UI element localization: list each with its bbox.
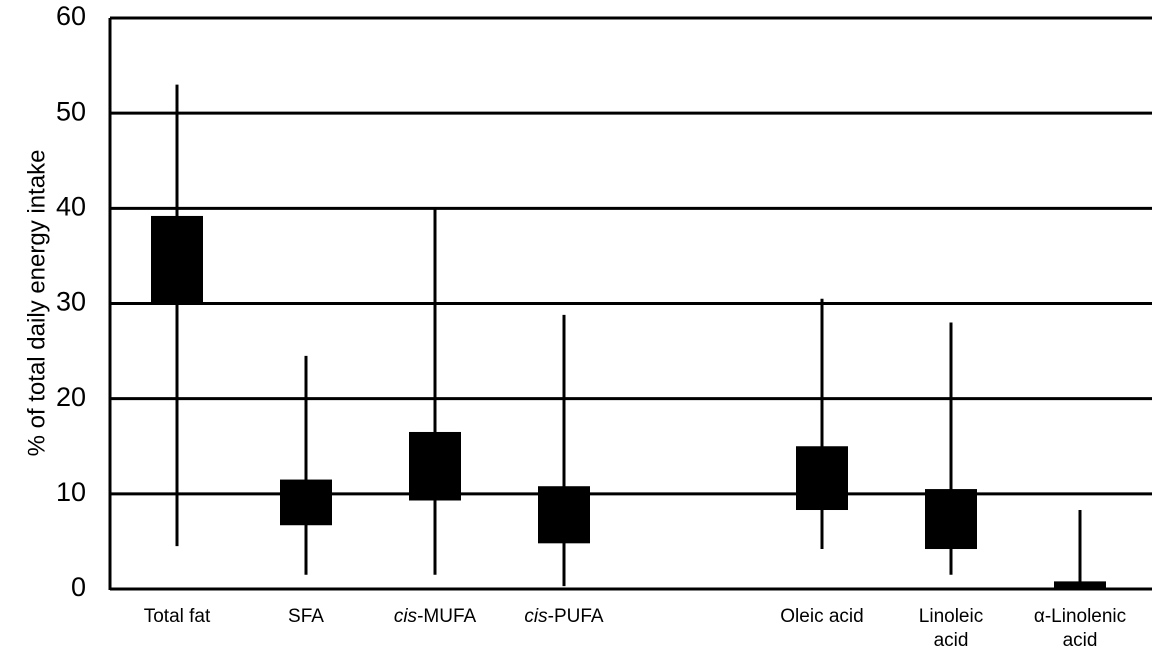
y-tick-label: 60 — [56, 1, 86, 31]
y-axis-label: % of total daily energy intake — [23, 150, 50, 457]
y-tick-label: 40 — [56, 191, 86, 221]
y-tick-label: 20 — [56, 382, 86, 412]
y-tick-label: 0 — [71, 572, 86, 602]
category-labels: Total fat SFA cis-MUFA cis-PUFA Oleic acid Li… — [144, 606, 1126, 651]
y-tick-label: 10 — [56, 477, 86, 507]
y-tick-labels: 0 10 20 30 40 50 60 — [56, 1, 86, 602]
category-label: Total fat — [144, 606, 211, 627]
box — [1054, 581, 1106, 589]
y-tick-label: 50 — [56, 96, 86, 126]
y-tick-label: 30 — [56, 287, 86, 317]
box — [796, 446, 848, 511]
category-label: acid — [934, 630, 969, 651]
gridlines — [108, 16, 1152, 591]
category-label: SFA — [288, 606, 324, 627]
box — [151, 215, 203, 304]
box — [538, 486, 590, 544]
category-label: cis-MUFA — [394, 606, 477, 627]
box — [925, 489, 977, 550]
category-label: cis-PUFA — [524, 606, 604, 627]
box — [409, 431, 461, 501]
category-label: α-Linolenic — [1034, 606, 1126, 627]
box — [280, 479, 332, 526]
category-label: Oleic acid — [780, 606, 863, 627]
box-plot-marks — [151, 84, 1106, 589]
category-label: acid — [1063, 630, 1098, 651]
category-label: Linoleic — [919, 606, 983, 627]
